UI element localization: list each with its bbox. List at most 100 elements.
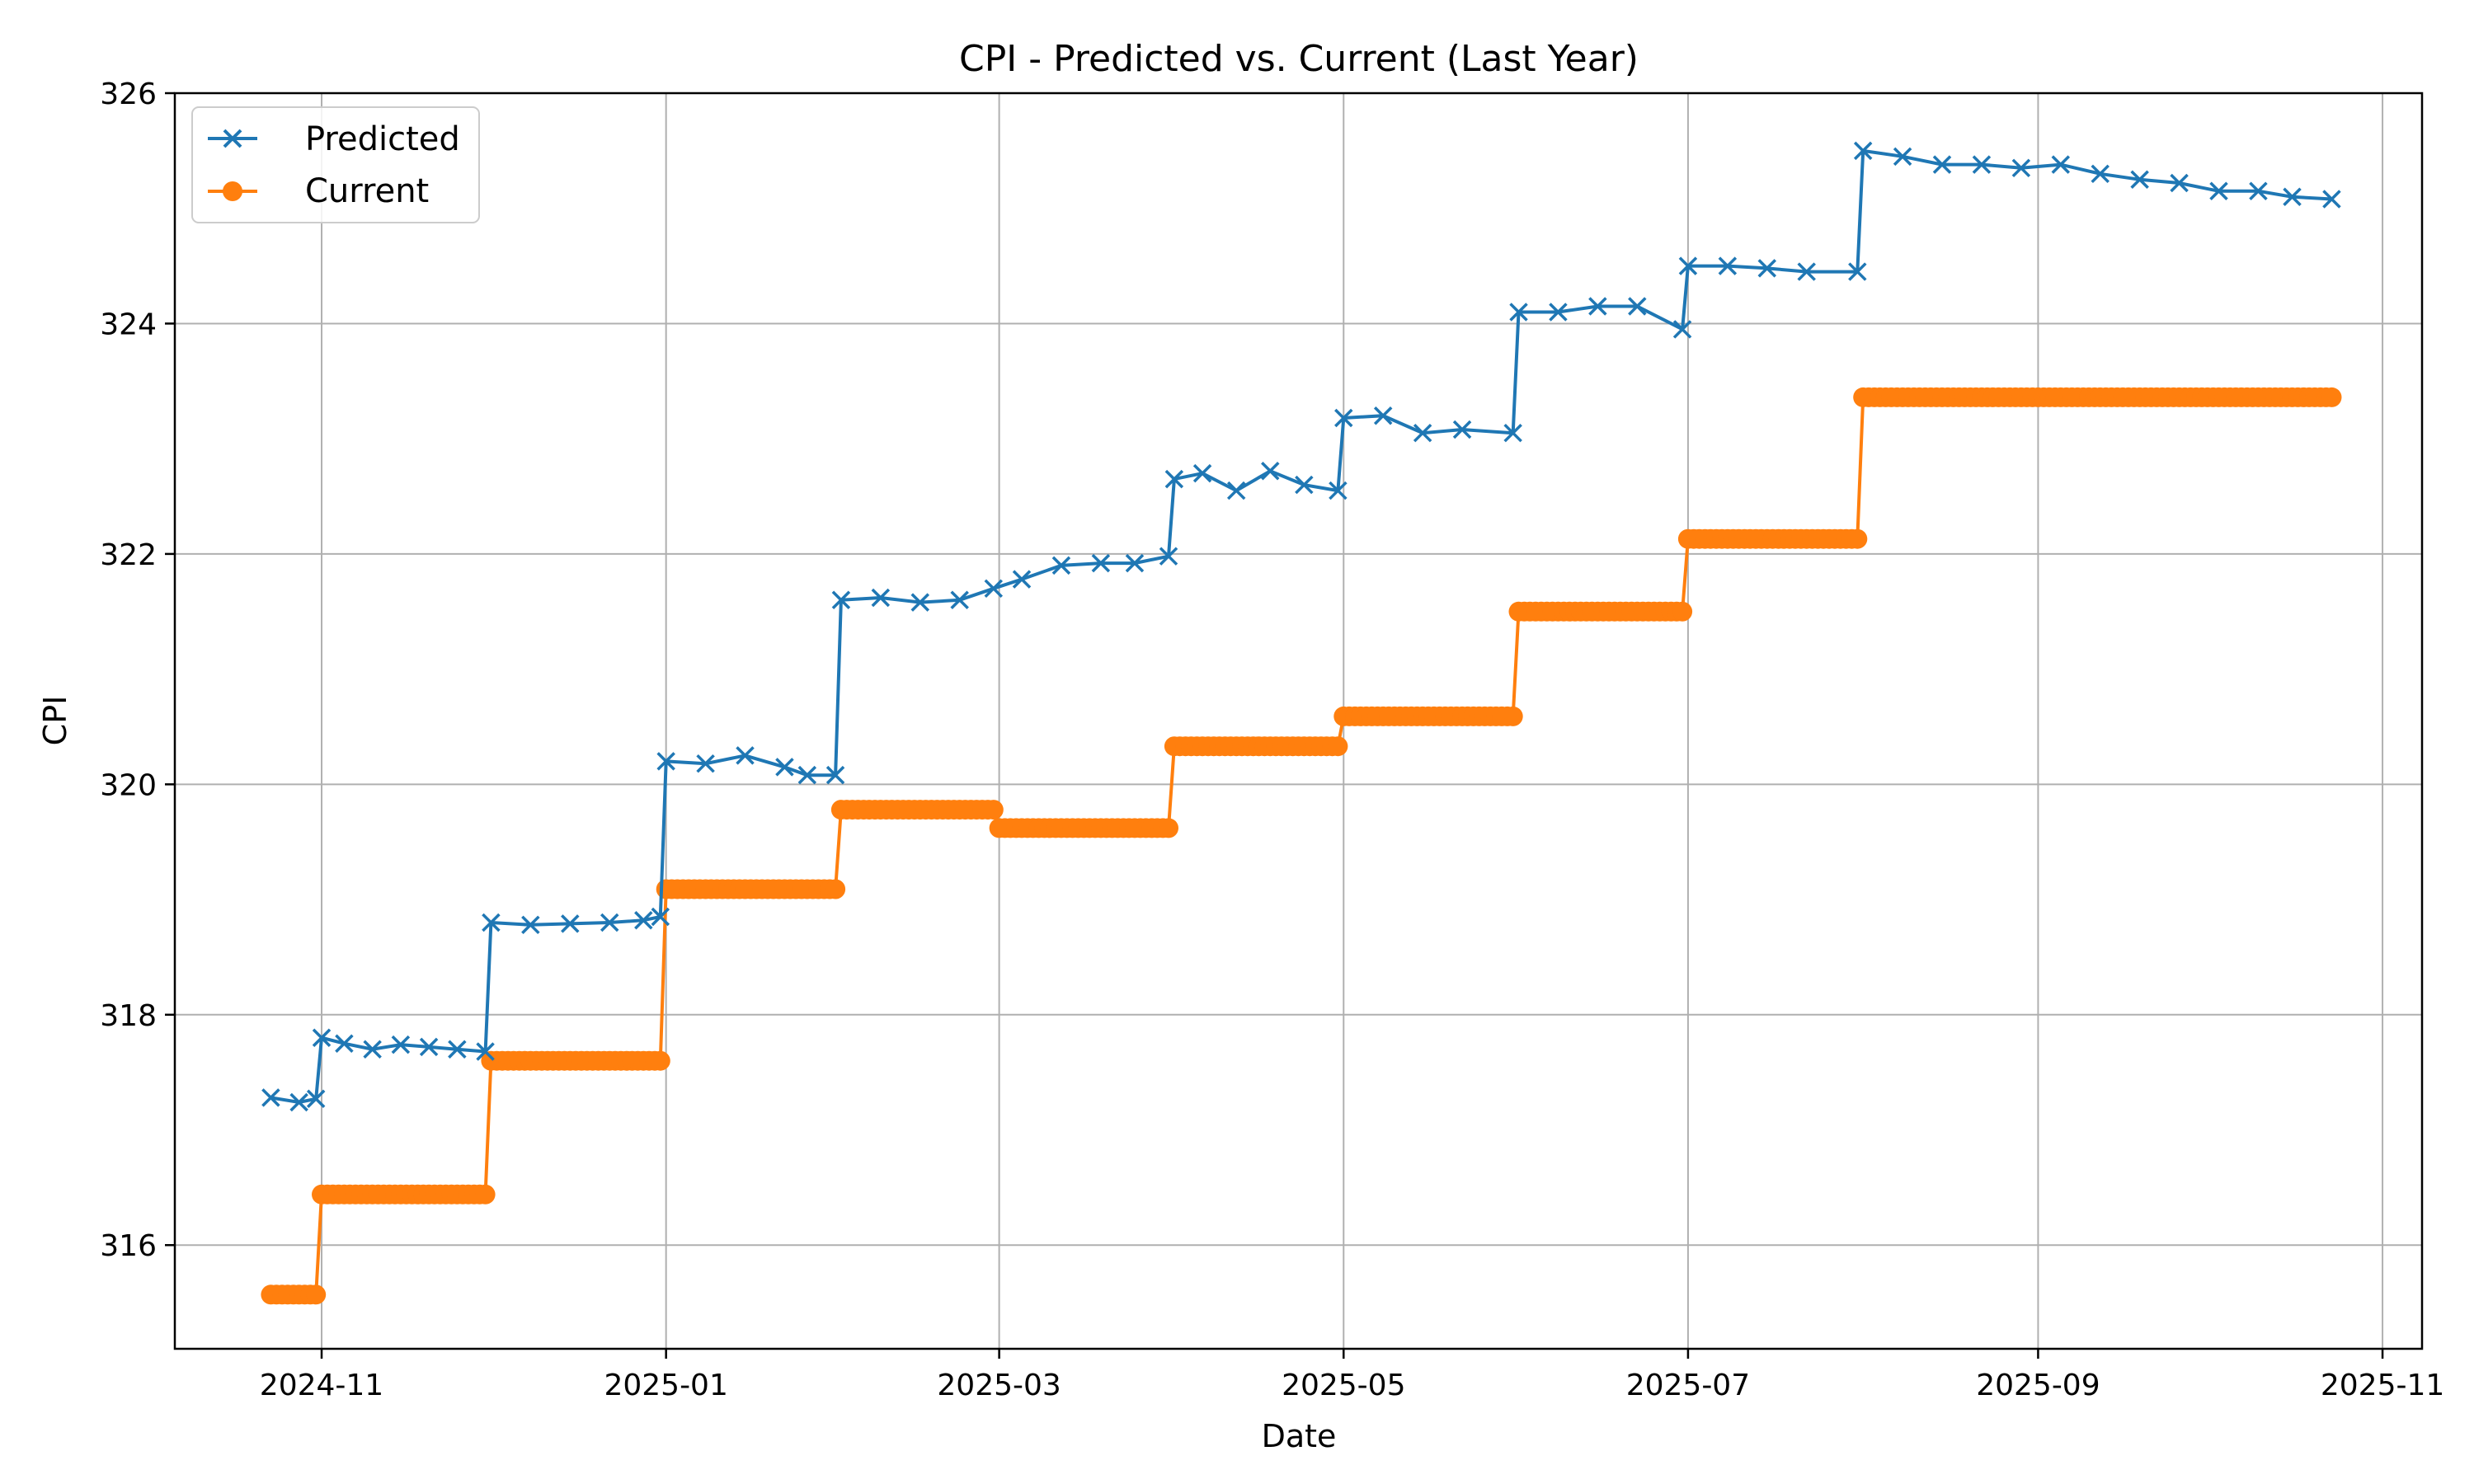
predicted-point [831, 590, 851, 610]
current-point [650, 1050, 670, 1071]
plot-frame [173, 92, 2424, 1350]
predicted-point [696, 754, 715, 773]
predicted-point [1091, 553, 1111, 573]
current-point [475, 1184, 496, 1205]
y-axis-label: CPI [37, 696, 73, 746]
predicted-point [476, 1042, 495, 1061]
predicted-series-line [270, 148, 2332, 1105]
y-tick-label: 324 [100, 308, 157, 341]
x-tick-label: 2025-11 [2321, 1369, 2444, 1402]
series-layer [261, 141, 2342, 1305]
predicted-point [1718, 256, 1738, 275]
predicted-point [2011, 158, 2031, 178]
predicted-point [600, 913, 619, 932]
predicted-point [1972, 155, 1992, 174]
predicted-point [1678, 256, 1698, 275]
predicted-point [1588, 297, 1607, 316]
current-point [1503, 706, 1523, 726]
predicted-point [2283, 187, 2302, 206]
predicted-point [651, 907, 670, 927]
predicted-point [1164, 469, 1184, 489]
predicted-point [363, 1040, 382, 1059]
predicted-point [2091, 164, 2109, 184]
predicted-point [1373, 406, 1393, 425]
predicted-point [1848, 262, 1867, 281]
predicted-point [391, 1035, 411, 1054]
predicted-point [1159, 547, 1178, 566]
predicted-point [656, 752, 675, 771]
y-tick-label: 316 [100, 1229, 157, 1263]
legend-predicted-marker [223, 129, 242, 148]
predicted-point [335, 1034, 354, 1053]
predicted-point [1628, 297, 1647, 316]
y-tick-label: 322 [100, 538, 157, 572]
predicted-point [1295, 475, 1314, 495]
predicted-point [419, 1037, 439, 1057]
legend-predicted-label: Predicted [305, 120, 460, 158]
predicted-point [1503, 423, 1522, 443]
current-point [983, 800, 1004, 820]
grid-lines [175, 92, 2422, 1349]
predicted-point [448, 1040, 467, 1059]
current-point [1847, 528, 1868, 549]
predicted-point [736, 746, 755, 765]
predicted-point [1261, 462, 1280, 481]
predicted-point [2249, 181, 2268, 201]
predicted-point [1672, 320, 1692, 339]
predicted-point [1509, 303, 1528, 322]
predicted-point [1452, 420, 1472, 439]
predicted-point [1051, 556, 1071, 575]
current-point [1159, 818, 1178, 838]
predicted-point [1893, 147, 1912, 167]
predicted-point [2170, 173, 2189, 193]
current-point [825, 879, 846, 899]
x-tick-label: 2025-09 [1976, 1369, 2100, 1402]
predicted-point [950, 590, 969, 610]
legend-box [191, 106, 480, 223]
predicted-point [2322, 190, 2341, 209]
current-point [1328, 736, 1348, 757]
predicted-point [261, 1088, 280, 1107]
predicted-point [1226, 481, 1246, 500]
predicted-point [1413, 423, 1432, 443]
predicted-point [1853, 141, 1873, 161]
predicted-point [825, 765, 845, 785]
predicted-point [312, 1028, 332, 1047]
legend-current-marker [223, 181, 242, 201]
current-point [2321, 387, 2342, 407]
y-tick-label: 326 [100, 77, 157, 111]
predicted-point [984, 579, 1004, 599]
predicted-point [1329, 481, 1348, 500]
x-tick-label: 2025-05 [1282, 1369, 1405, 1402]
x-tick-label: 2025-03 [937, 1369, 1061, 1402]
predicted-point [1757, 259, 1777, 278]
predicted-point [521, 915, 540, 935]
chart-title: CPI - Predicted vs. Current (Last Year) [959, 38, 1639, 80]
y-tick-label: 320 [100, 768, 157, 802]
predicted-point [561, 914, 580, 933]
current-point [306, 1284, 327, 1305]
predicted-point [289, 1092, 308, 1112]
predicted-point [1012, 570, 1032, 589]
x-tick-label: 2025-07 [1626, 1369, 1750, 1402]
y-tick-label: 318 [100, 999, 157, 1033]
x-axis-label: Date [1262, 1418, 1337, 1454]
current-point [1672, 601, 1693, 622]
predicted-point [871, 588, 891, 608]
legend-current-label: Current [305, 172, 429, 210]
predicted-point [1797, 262, 1816, 281]
x-tick-label: 2025-01 [604, 1369, 727, 1402]
legend: Predicted Current [191, 106, 480, 223]
predicted-point [910, 593, 930, 612]
x-tick-label: 2024-11 [260, 1369, 383, 1402]
predicted-point [2051, 155, 2071, 174]
predicted-point [1932, 155, 1952, 174]
predicted-point [2209, 181, 2228, 201]
predicted-point [306, 1089, 326, 1109]
predicted-point [2130, 170, 2149, 190]
predicted-point [1125, 553, 1145, 573]
predicted-point [1549, 303, 1568, 322]
predicted-point [1192, 463, 1212, 483]
predicted-point [482, 913, 501, 932]
